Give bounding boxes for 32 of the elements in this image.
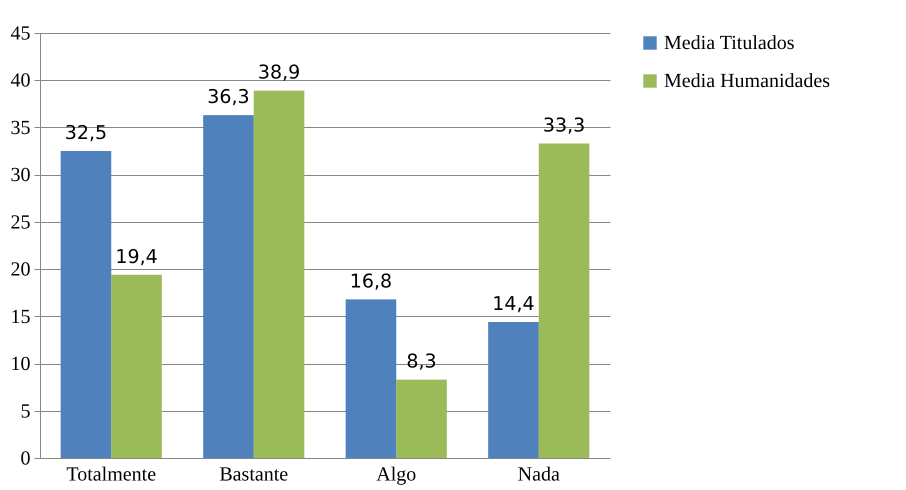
data-label: 33,3 bbox=[542, 114, 586, 136]
data-label: 16,8 bbox=[350, 270, 392, 292]
y-tick-label: 20 bbox=[10, 258, 30, 281]
y-tick-label: 15 bbox=[10, 306, 30, 328]
data-label: 14,4 bbox=[492, 293, 535, 315]
data-label: 38,9 bbox=[258, 62, 300, 84]
y-tick-label: 25 bbox=[10, 211, 30, 234]
y-tick-label: 5 bbox=[20, 400, 30, 422]
data-label: 36,3 bbox=[207, 86, 250, 108]
x-tick-label: Totalmente bbox=[66, 464, 156, 486]
bar bbox=[488, 322, 539, 458]
data-label: 32,5 bbox=[64, 122, 108, 144]
y-tick-label: 45 bbox=[10, 22, 30, 44]
legend-label: Media Humanidades bbox=[664, 70, 830, 92]
bar bbox=[111, 274, 162, 458]
y-tick-label: 35 bbox=[10, 116, 30, 139]
bar bbox=[396, 380, 447, 458]
y-tick-label: 10 bbox=[10, 353, 30, 376]
bar bbox=[346, 299, 396, 458]
data-label: 19,4 bbox=[115, 246, 158, 268]
legend-label: Media Titulados bbox=[664, 32, 795, 54]
y-tick-label: 30 bbox=[10, 164, 30, 186]
x-tick-label: Nada bbox=[518, 464, 560, 486]
x-tick-label: Bastante bbox=[219, 464, 288, 486]
data-label: 8,3 bbox=[406, 350, 437, 373]
bar bbox=[203, 115, 254, 458]
y-tick-label: 40 bbox=[10, 70, 30, 92]
x-tick-label: Algo bbox=[376, 464, 416, 486]
bar bbox=[60, 151, 112, 458]
bar bbox=[254, 90, 304, 458]
bar bbox=[538, 144, 590, 458]
y-tick-label: 0 bbox=[20, 448, 30, 470]
